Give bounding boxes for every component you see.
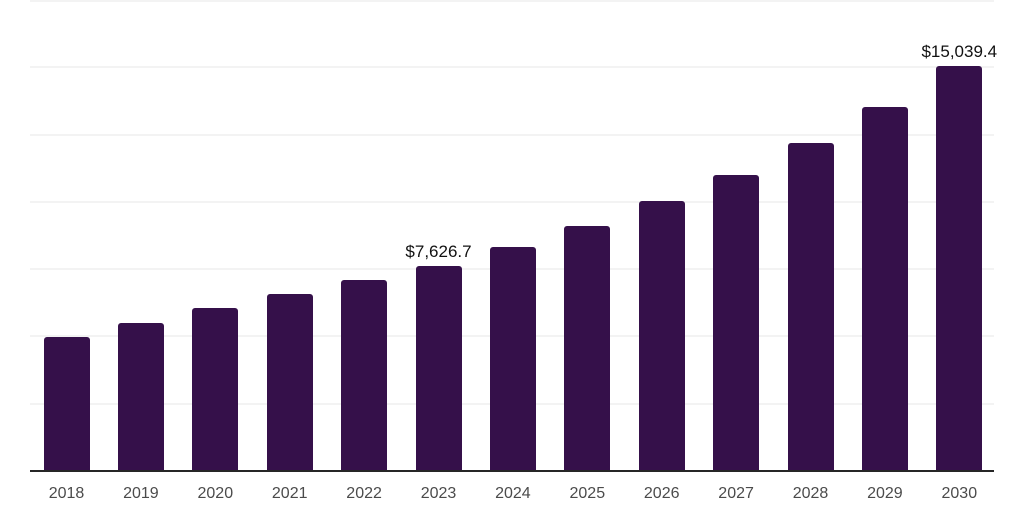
x-tick-2024: 2024	[495, 485, 531, 502]
bar-2020	[192, 308, 239, 471]
gridline	[30, 66, 994, 69]
gridline	[30, 0, 994, 2]
x-tick-2023: 2023	[420, 485, 457, 502]
gridline	[30, 200, 994, 203]
gridline	[30, 133, 994, 136]
bar-2021	[266, 293, 313, 471]
bar-2019	[117, 322, 164, 471]
bar-2029	[861, 106, 908, 471]
bar-2022	[341, 280, 388, 471]
x-axis-line	[30, 470, 994, 472]
x-tick-2022: 2022	[346, 485, 382, 502]
x-tick-2020: 2020	[197, 485, 234, 502]
x-tick-2025: 2025	[569, 485, 606, 502]
x-tick-2019: 2019	[123, 485, 159, 502]
value-label-2030: $15,039.4	[921, 42, 998, 62]
bar-2026	[638, 201, 685, 471]
x-tick-2029: 2029	[867, 485, 903, 502]
x-tick-2027: 2027	[718, 485, 754, 502]
bar-2024	[489, 247, 536, 471]
bar-2025	[564, 226, 611, 471]
bar-2030	[936, 66, 983, 471]
bar-2018	[43, 337, 90, 471]
x-tick-2018: 2018	[48, 485, 85, 502]
bar-2028	[787, 142, 834, 471]
bar-2023	[415, 265, 462, 471]
x-tick-2021: 2021	[271, 485, 308, 502]
x-tick-2030: 2030	[941, 485, 978, 502]
x-tick-2026: 2026	[643, 485, 680, 502]
value-label-2023: $7,626.7	[405, 241, 472, 261]
x-tick-2028: 2028	[792, 485, 829, 502]
bar-2027	[713, 174, 760, 471]
